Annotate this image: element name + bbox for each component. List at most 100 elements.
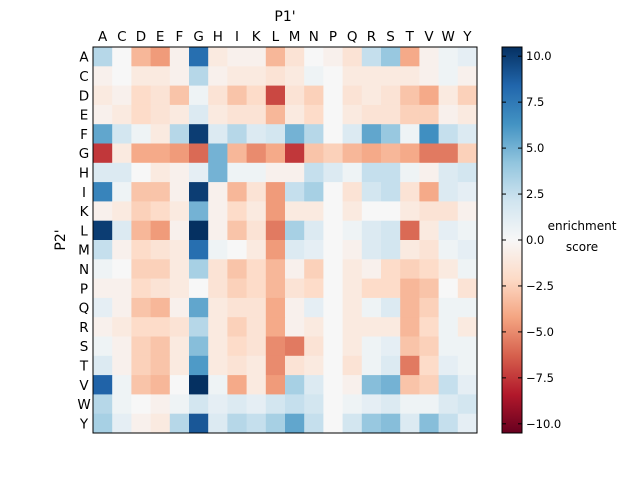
heatmap-cell-I-R [361,182,382,202]
heatmap-cell-R-D [131,317,151,337]
heatmap-cell-W-D [131,394,151,415]
heatmap-cell-F-I [227,124,247,144]
heatmap-cell-A-Q [342,47,363,67]
heatmap-cell-P-K [246,278,267,299]
heatmap-cell-H-D [131,162,151,183]
heatmap-cell-A-H [208,47,228,67]
heatmap-cell-P-Y [457,278,478,299]
heatmap-cell-D-G [189,85,209,106]
y-tick-label: A [79,50,89,66]
heatmap-cell-S-C [112,336,132,357]
heatmap-cell-L-I [227,220,247,241]
heatmap-cell-E-H [208,104,228,125]
heatmap-cell-A-P [323,47,343,67]
colorbar-tick-label: 0.0 [526,233,544,247]
heatmap-cell-D-W [438,85,459,106]
heatmap-cell-S-N [304,336,324,357]
heatmap-cell-D-K [246,85,267,106]
x-tick-label: P [329,29,337,45]
heatmap-cell-K-T [400,201,420,222]
heatmap-cell-A-T [400,47,420,67]
heatmap-cell-Y-K [246,413,267,434]
heatmap-cell-I-M [285,182,305,202]
heatmap-cell-A-S [381,47,401,67]
heatmap-cell-S-I [227,336,247,357]
heatmap-cell-Q-G [189,297,209,318]
y-tick-label: F [80,127,88,143]
heatmap-cell-H-S [381,162,401,183]
heatmap-cell-M-S [381,240,401,260]
y-tick-label: T [79,358,89,374]
heatmap-cell-L-Q [342,220,363,241]
colorbar-tick-label: 5.0 [526,141,544,155]
heatmap-cell-Q-F [169,297,190,318]
heatmap-cell-S-H [208,336,228,357]
heatmap-cell-F-T [400,124,420,144]
heatmap-cell-Y-Q [342,413,363,434]
heatmap-cell-N-R [361,259,382,279]
heatmap-cell-G-H [208,143,228,164]
heatmap-cell-G-C [112,143,132,164]
heatmap-cell-W-R [361,394,382,415]
colorbar-title-line-1: enrichment [548,219,617,233]
heatmap-cell-L-M [285,220,305,241]
heatmap-cell-E-V [419,104,439,125]
heatmap-cell-L-N [304,220,324,241]
heatmap-cell-R-I [227,317,247,337]
heatmap-cell-W-S [381,394,401,415]
heatmap-cell-F-D [131,124,151,144]
heatmap-cell-W-H [208,394,228,415]
heatmap-cell-T-K [246,355,267,376]
x-tick-label: G [193,29,203,45]
heatmap-cell-I-C [112,182,132,202]
heatmap-cell-V-N [304,375,324,395]
heatmap-cell-L-V [419,220,439,241]
heatmap-cell-M-N [304,240,324,260]
y-tick-label: N [79,262,89,278]
heatmap-cell-P-A [93,278,113,299]
x-tick-label: I [235,29,239,45]
heatmap-cell-D-L [265,85,286,106]
heatmap-cell-M-Y [457,240,478,260]
heatmap-cell-I-G [189,182,209,202]
heatmap-cell-T-L [265,355,286,376]
heatmap-cell-Y-S [381,413,401,434]
heatmap-cells [93,47,478,434]
y-tick-label: I [82,185,86,201]
heatmap-cell-K-A [93,201,113,222]
heatmap-cell-E-S [381,104,401,125]
heatmap-cell-T-R [361,355,382,376]
heatmap-cell-K-P [323,201,343,222]
heatmap-cell-P-T [400,278,420,299]
x-tick-label: M [289,29,301,45]
heatmap-cell-N-I [227,259,247,279]
heatmap-cell-T-P [323,355,343,376]
heatmap-cell-K-N [304,201,324,222]
heatmap-cell-R-P [323,317,343,337]
colorbar-tick-label: −5.0 [526,325,554,339]
y-tick-label: H [79,165,89,181]
heatmap-cell-W-K [246,394,267,415]
heatmap-cell-Q-N [304,297,324,318]
x-axis-title: P1' [274,9,295,25]
heatmap-cell-Y-T [400,413,420,434]
heatmap-cell-Y-H [208,413,228,434]
heatmap-cell-V-T [400,375,420,395]
heatmap-cell-N-Y [457,259,478,279]
heatmap-cell-N-Q [342,259,363,279]
heatmap-cell-W-A [93,394,113,415]
heatmap-cell-P-P [323,278,343,299]
heatmap-cell-S-M [285,336,305,357]
heatmap-cell-P-W [438,278,459,299]
heatmap-cell-I-T [400,182,420,202]
heatmap-cell-D-A [93,85,113,106]
heatmap-cell-H-M [285,162,305,183]
heatmap-cell-Q-I [227,297,247,318]
heatmap-cell-I-V [419,182,439,202]
heatmap-cell-S-V [419,336,439,357]
heatmap-cell-D-E [150,85,171,106]
heatmap-cell-C-T [400,66,420,86]
heatmap-cell-W-I [227,394,247,415]
heatmap-cell-E-T [400,104,420,125]
heatmap-cell-Q-T [400,297,420,318]
